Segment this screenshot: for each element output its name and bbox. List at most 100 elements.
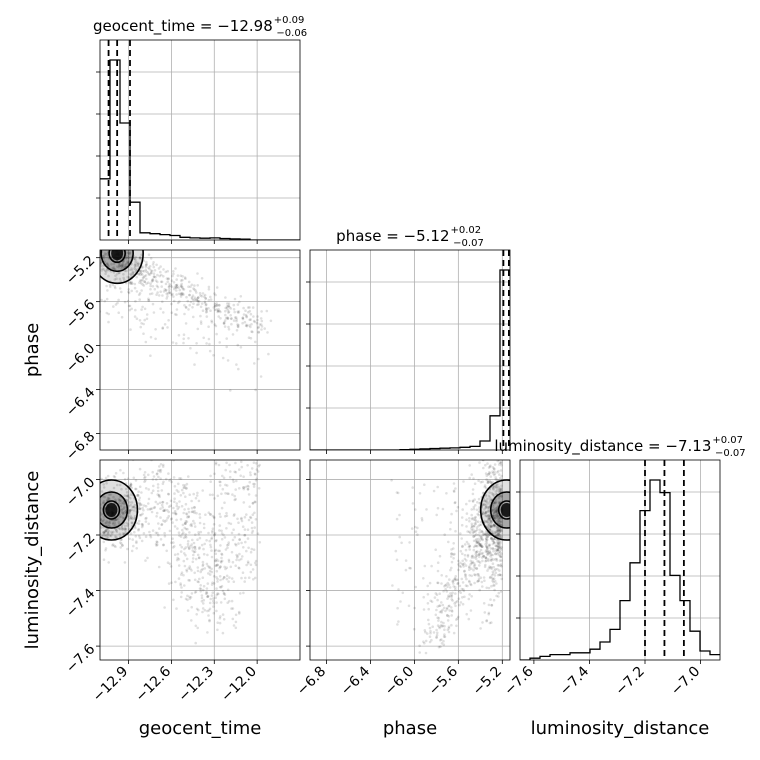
sample-point: [497, 546, 501, 549]
sample-point: [229, 522, 233, 526]
sample-point: [251, 529, 255, 533]
sample-point: [214, 293, 217, 297]
sample-point: [496, 483, 499, 486]
sample-point: [114, 471, 118, 475]
sample-point: [484, 506, 488, 509]
sample-point: [126, 261, 129, 264]
sample-point: [138, 536, 142, 540]
sample-point: [164, 282, 168, 286]
sample-point: [234, 564, 237, 567]
sample-point: [133, 257, 136, 261]
sample-point: [155, 293, 158, 297]
sample-point: [208, 601, 212, 605]
sample-point: [492, 514, 495, 518]
sample-point: [240, 460, 243, 464]
sample-point: [127, 505, 131, 508]
sample-point: [128, 508, 132, 512]
sample-point: [206, 582, 210, 585]
sample-point: [212, 515, 216, 519]
sample-point: [205, 591, 209, 595]
sample-point: [199, 590, 202, 593]
sample-point: [107, 274, 110, 278]
sample-point: [431, 625, 435, 628]
sample-point: [470, 508, 474, 511]
sample-point: [113, 535, 117, 538]
sample-point: [118, 527, 122, 531]
sample-point: [480, 552, 484, 556]
sample-point: [426, 593, 430, 596]
sample-point: [114, 286, 117, 290]
sample-point: [168, 288, 171, 291]
sample-point: [213, 292, 216, 295]
sample-point: [452, 490, 456, 493]
sample-point: [212, 582, 216, 585]
sample-point: [120, 487, 123, 491]
sample-point: [186, 594, 189, 598]
sample-point: [183, 547, 186, 551]
sample-point: [497, 532, 501, 536]
sample-point: [106, 532, 109, 535]
sample-point: [205, 342, 208, 345]
sample-point: [106, 530, 109, 534]
sample-point: [240, 519, 244, 523]
sample-point: [217, 463, 221, 467]
sample-point: [120, 511, 124, 514]
sample-point: [460, 587, 464, 591]
sample-point: [141, 266, 144, 270]
sample-point: [168, 282, 171, 286]
sample-point: [140, 322, 143, 325]
sample-point: [477, 510, 481, 513]
sample-point: [175, 278, 178, 281]
sample-point: [162, 480, 165, 484]
sample-point: [476, 544, 479, 548]
sample-point: [119, 546, 122, 549]
sample-point: [184, 305, 188, 309]
sample-point: [198, 577, 201, 581]
sample-point: [102, 257, 105, 260]
sample-point: [500, 565, 503, 568]
sample-point: [443, 635, 447, 639]
sample-point: [216, 628, 219, 632]
sample-point: [222, 533, 225, 537]
sample-point: [203, 293, 207, 297]
sample-point: [187, 337, 190, 340]
sample-point: [181, 287, 185, 291]
sample-point: [226, 492, 229, 495]
sample-point: [237, 610, 241, 614]
sample-point: [495, 532, 498, 535]
sample-point: [208, 569, 212, 573]
sample-point: [167, 582, 171, 585]
sample-point: [254, 500, 257, 504]
panel-geocent_time-vs-geocent_time: [96, 39, 301, 244]
sample-point: [205, 315, 209, 318]
sample-point: [468, 593, 471, 596]
sample-point: [493, 485, 496, 489]
sample-point: [486, 535, 489, 539]
sample-point: [187, 507, 190, 511]
sample-point: [468, 464, 472, 467]
sample-point: [184, 322, 188, 325]
sample-point: [178, 288, 182, 292]
sample-point: [123, 527, 127, 531]
sample-point: [138, 501, 142, 505]
sample-point: [494, 552, 497, 556]
sample-point: [248, 309, 252, 313]
sample-point: [166, 292, 170, 295]
sample-point: [159, 507, 162, 511]
sample-point: [190, 297, 194, 300]
sample-point: [135, 317, 139, 321]
contour-outer: [100, 479, 139, 541]
sample-point: [141, 269, 145, 273]
sample-point: [240, 541, 243, 545]
sample-point: [112, 475, 116, 478]
sample-point: [487, 517, 490, 521]
sample-point: [214, 552, 218, 556]
sample-point: [496, 538, 500, 542]
sample-point: [113, 544, 116, 548]
sample-point: [395, 517, 399, 521]
sample-point: [483, 579, 486, 582]
sample-point: [172, 476, 176, 479]
sample-point: [424, 639, 428, 643]
sample-point: [213, 305, 217, 308]
sample-point: [215, 593, 218, 597]
